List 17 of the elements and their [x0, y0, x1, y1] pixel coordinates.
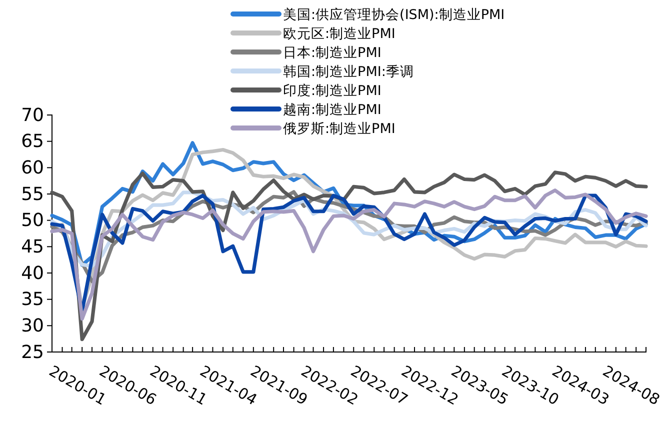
y-tick-label: 45 [21, 236, 44, 258]
y-tick-label: 55 [21, 184, 44, 205]
legend-label: 日本:制造业PMI [283, 45, 382, 61]
legend-label: 欧元区:制造业PMI [283, 26, 396, 42]
y-tick-label: 40 [21, 262, 44, 284]
legend-label: 越南:制造业PMI [283, 102, 382, 118]
legend-label: 韩国:制造业PMI:季调 [283, 64, 414, 80]
legend-label: 印度:制造业PMI [283, 83, 382, 99]
y-tick-label: 70 [21, 104, 44, 126]
y-tick-label: 50 [21, 210, 44, 232]
y-tick-label: 25 [21, 342, 44, 363]
legend-label: 美国:供应管理协会(ISM):制造业PMI [283, 7, 505, 23]
legend-label: 俄罗斯:制造业PMI [283, 121, 396, 137]
y-tick-label: 65 [21, 131, 44, 152]
y-tick-label: 30 [21, 315, 44, 336]
y-tick-label: 35 [21, 289, 44, 310]
y-tick-label: 60 [21, 157, 44, 178]
